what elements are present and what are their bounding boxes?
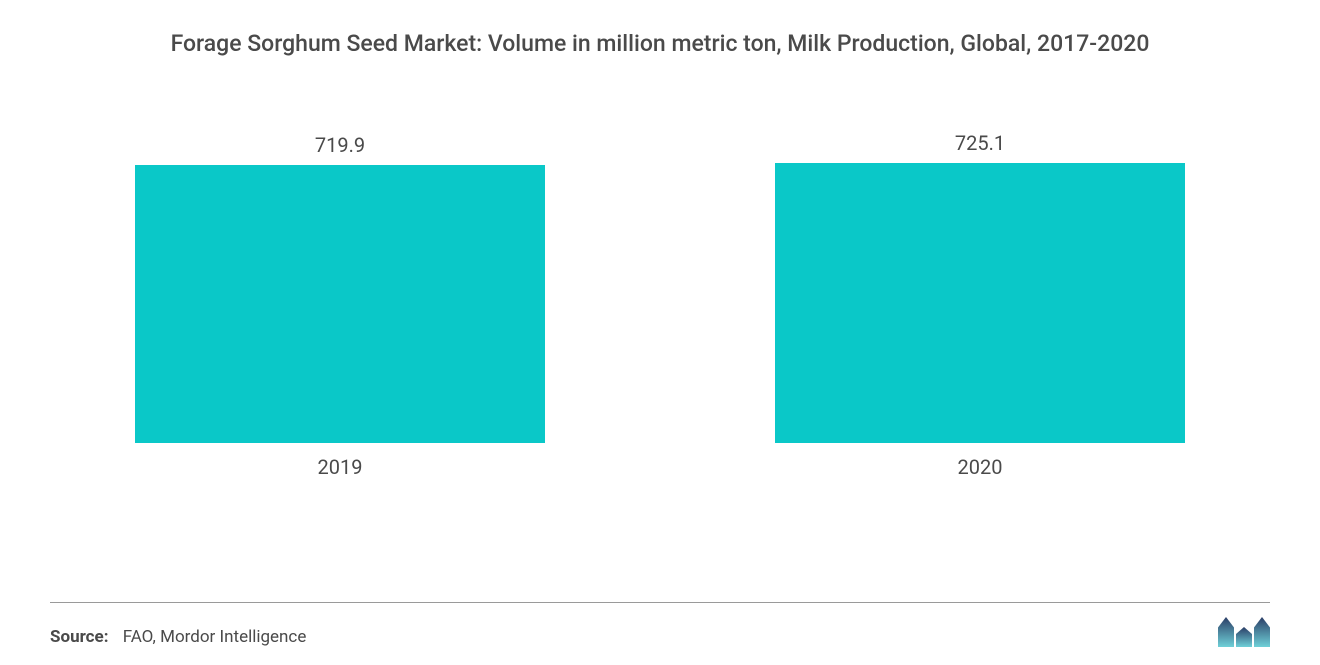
chart-title: Forage Sorghum Seed Market: Volume in mi… [110, 28, 1210, 59]
bar-group-0: 719.9 2019 [135, 133, 545, 479]
bar-1 [775, 163, 1185, 443]
bar-value-label: 725.1 [955, 131, 1005, 155]
logo-shape [1236, 627, 1252, 647]
source-text: FAO, Mordor Intelligence [123, 627, 307, 647]
bar-value-label: 719.9 [315, 133, 365, 157]
logo-shape [1218, 617, 1234, 647]
source-label: Source: [50, 627, 108, 647]
bar-group-1: 725.1 2020 [775, 131, 1185, 479]
chart-footer: Source: FAO, Mordor Intelligence [50, 602, 1270, 647]
plot-area: 719.9 2019 725.1 2020 [50, 119, 1270, 479]
source-line: Source: FAO, Mordor Intelligence [50, 627, 306, 647]
logo-shape [1254, 617, 1270, 647]
bar-category-label: 2019 [318, 455, 363, 479]
bar-category-label: 2020 [958, 455, 1003, 479]
bar-0 [135, 165, 545, 443]
chart-container: Forage Sorghum Seed Market: Volume in mi… [0, 0, 1320, 665]
brand-logo-icon [1218, 617, 1270, 647]
